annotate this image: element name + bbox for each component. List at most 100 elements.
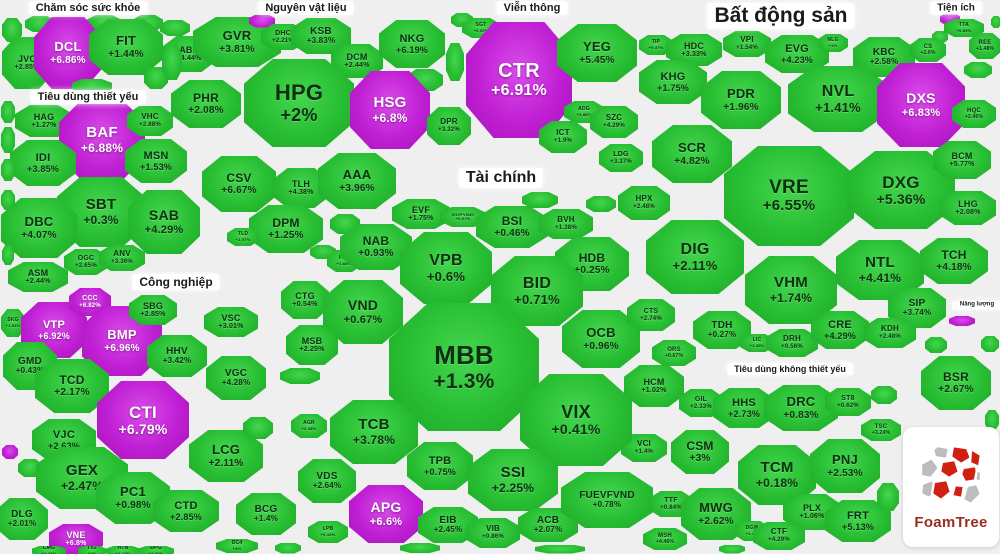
cell-SZC[interactable]: SZC +4.29% [590, 106, 638, 138]
cell-DPM[interactable]: DPM +1.25% [249, 205, 323, 253]
cell-MSH[interactable]: MSH +4.46% [643, 528, 687, 550]
cell-CSV[interactable]: CSV +6.67% [202, 156, 276, 212]
treemap-cell[interactable] [1, 127, 15, 153]
cell-TCB[interactable]: TCB +3.78% [330, 400, 418, 464]
treemap-cell[interactable] [949, 316, 975, 326]
cell-PHR[interactable]: PHR +2.08% [171, 80, 241, 128]
treemap-cell[interactable] [985, 410, 999, 430]
cell-TSC[interactable]: TSC +3.24% [861, 419, 901, 441]
cell-YEG[interactable]: YEG +5.45% [557, 24, 637, 82]
treemap-cell[interactable] [981, 336, 999, 352]
treemap-cell[interactable] [446, 43, 464, 81]
cell-KDH[interactable]: KDH +2.48% [864, 318, 916, 348]
cell-BCM[interactable]: BCM +5.77% [933, 141, 991, 179]
cell-KHG[interactable]: KHG +1.75% [639, 60, 707, 104]
cell-TCM[interactable]: TCM +0.18% [738, 445, 816, 505]
cell-HSG[interactable]: HSG +6.8% [350, 71, 430, 149]
treemap-cell[interactable] [2, 245, 14, 265]
cell-CS[interactable]: CS +2.6% [910, 38, 946, 62]
cell-CTF[interactable]: CTF +4.29% [753, 522, 805, 550]
cell-MSB[interactable]: MSB +2.25% [286, 325, 338, 365]
cell-ST8[interactable]: ST8 +0.62% [825, 388, 871, 416]
cell-CMG[interactable]: CMG +2.44% [32, 545, 66, 554]
cell-HHV[interactable]: HHV +3.42% [147, 335, 207, 377]
cell-OCB[interactable]: OCB +0.96% [562, 310, 640, 368]
cell-SBG[interactable]: SBG +2.85% [129, 295, 177, 325]
cell-CTS[interactable]: CTS +2.74% [627, 299, 675, 331]
cell-FUEVFVND[interactable]: FUEVFVND +0.78% [561, 472, 653, 528]
cell-DRH[interactable]: DRH +0.56% [766, 329, 818, 357]
cell-HPG[interactable]: HPG +2% [244, 59, 354, 147]
cell-VDS[interactable]: VDS +2.64% [298, 459, 356, 503]
treemap-cell[interactable] [522, 192, 558, 208]
cell-MSN[interactable]: MSN +1.53% [125, 139, 187, 183]
cell-DLG[interactable]: DLG +2.01% [0, 498, 48, 540]
treemap-cell[interactable] [275, 542, 301, 554]
cell-IDI[interactable]: IDI +3.85% [10, 140, 76, 186]
cell-TV2[interactable]: TV2 +2% [78, 545, 106, 554]
cell-NVL[interactable]: NVL +1.41% [788, 66, 888, 132]
cell-CSM[interactable]: CSM +3% [671, 430, 729, 474]
cell-VPB[interactable]: VPB +0.6% [400, 232, 492, 304]
cell-CRE[interactable]: CRE +4.29% [811, 311, 869, 349]
treemap-cell[interactable] [991, 16, 1000, 28]
cell-VIX[interactable]: VIX +0.41% [520, 374, 632, 466]
cell-SAB[interactable]: SAB +4.29% [128, 190, 200, 254]
cell-TLD[interactable]: TLD +1.57% [227, 228, 259, 246]
treemap-cell[interactable] [871, 386, 897, 404]
cell-HCM[interactable]: HCM +1.02% [624, 365, 684, 407]
treemap-cell[interactable] [162, 44, 182, 80]
cell-PNJ[interactable]: PNJ +2.53% [810, 439, 880, 493]
cell-LHG[interactable]: LHG +2.08% [940, 191, 996, 225]
cell-DIG[interactable]: DIG +2.11% [646, 220, 744, 294]
cell-VHC[interactable]: VHC +2.88% [127, 106, 173, 136]
cell-CTI[interactable]: CTI +6.79% [97, 381, 189, 459]
cell-E1VFVN30[interactable]: E1VFVN30 +0.67% [440, 207, 486, 227]
cell-TTA[interactable]: TTA +0.83% [944, 19, 984, 37]
cell-VPI[interactable]: VPI +1.54% [723, 31, 771, 57]
cell-FIT[interactable]: FIT +1.44% [89, 19, 163, 75]
cell-TPB[interactable]: TPB +0.75% [407, 442, 473, 490]
treemap-cell[interactable] [1, 101, 15, 123]
cell-NKG[interactable]: NKG +6.19% [379, 20, 445, 68]
cell-REE[interactable]: REE +1.48% [969, 33, 1000, 59]
cell-BCG[interactable]: BCG +1.4% [236, 493, 296, 535]
treemap-cell[interactable] [1, 190, 15, 210]
cell-APG[interactable]: APG +6.6% [349, 485, 423, 543]
treemap-cell[interactable] [877, 483, 899, 511]
cell-HPX[interactable]: HPX +2.48% [618, 186, 670, 220]
cell-CTD[interactable]: CTD +2.85% [153, 490, 219, 532]
cell-LIC[interactable]: LIC +1.35% [740, 334, 774, 352]
treemap-cell[interactable] [2, 445, 18, 459]
treemap-cell[interactable] [280, 368, 320, 384]
cell-VIB[interactable]: VIB +0.86% [466, 518, 520, 548]
cell-TDH[interactable]: TDH +0.27% [693, 311, 751, 349]
cell-TIP[interactable]: TIP +0.37% [639, 35, 673, 55]
cell-VRE[interactable]: VRE +6.55% [724, 146, 854, 246]
treemap-cell[interactable] [249, 14, 275, 28]
cell-VSC[interactable]: VSC +3.01% [204, 307, 258, 337]
treemap-cell[interactable] [719, 544, 745, 554]
cell-DC4[interactable]: DC4 +4% [216, 539, 258, 553]
cell-LPB[interactable]: LPB +0.15% [308, 521, 348, 543]
treemap-cell[interactable] [144, 67, 168, 89]
cell-PC1[interactable]: PC1 +0.98% [96, 472, 170, 524]
cell-HTN[interactable]: HTN +1.14% [106, 545, 140, 554]
cell-AGR[interactable]: AGR +2.48% [291, 414, 327, 438]
cell-BSI[interactable]: BSI +0.46% [476, 206, 548, 248]
cell-DPR[interactable]: DPR +3.32% [427, 107, 471, 145]
cell-BVH[interactable]: BVH +1.38% [539, 209, 593, 239]
foamtree-logo[interactable]: FoamTree [903, 427, 999, 547]
treemap-cell[interactable] [1, 159, 15, 181]
cell-VND[interactable]: VND +0.67% [323, 280, 403, 344]
treemap-cell[interactable] [243, 417, 273, 439]
cell-TCD[interactable]: TCD +2.17% [35, 359, 109, 413]
cell-VGC[interactable]: VGC +4.28% [206, 356, 266, 400]
cell-CTR[interactable]: CTR +6.91% [466, 22, 572, 138]
treemap-cell[interactable] [964, 62, 992, 78]
cell-KSB[interactable]: KSB +3.83% [291, 18, 351, 54]
treemap-cell[interactable] [160, 20, 190, 36]
cell-SCR[interactable]: SCR +4.82% [652, 125, 732, 183]
cell-ASM[interactable]: ASM +2.44% [8, 262, 68, 292]
cell-BSR[interactable]: BSR +2.67% [921, 356, 991, 410]
